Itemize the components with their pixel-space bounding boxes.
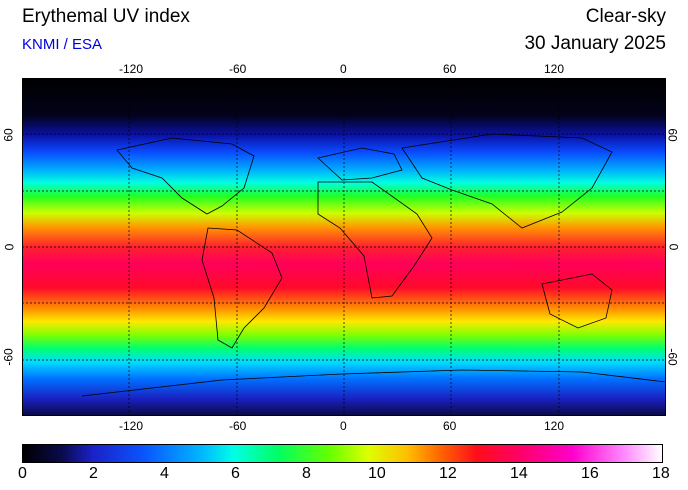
colorbar-label: 12 <box>439 465 457 482</box>
colorbar-label: 8 <box>302 465 311 482</box>
credit-label: KNMI / ESA <box>22 36 103 53</box>
colorbar-label: 16 <box>581 465 599 482</box>
lat-tick-right: -60 <box>665 348 680 366</box>
map-frame <box>22 78 666 416</box>
lon-tick-bottom: 60 <box>443 419 457 433</box>
colorbar-label: 18 <box>652 465 670 482</box>
lon-tick-top: -120 <box>119 62 144 76</box>
colorbar-label: 0 <box>18 465 27 482</box>
lon-tick-bottom: -60 <box>229 419 247 433</box>
uv-colorbar <box>22 444 663 463</box>
lat-tick-left: 60 <box>1 128 16 142</box>
uv-index-map <box>22 78 666 416</box>
graticule <box>22 78 666 416</box>
lat-tick-left: 0 <box>2 243 17 251</box>
colorbar-label: 14 <box>510 465 528 482</box>
colorbar-label: 2 <box>89 465 98 482</box>
colorbar-label: 4 <box>160 465 169 482</box>
lat-tick-left: -60 <box>1 348 16 366</box>
lat-tick-right: 0 <box>666 243 681 251</box>
lat-tick-right: 60 <box>665 128 680 142</box>
colorbar-label: 10 <box>368 465 386 482</box>
map-title: Erythemal UV index <box>22 6 190 27</box>
lon-tick-top: 60 <box>443 62 457 76</box>
lon-tick-top: 120 <box>544 62 565 76</box>
lon-tick-top: -60 <box>229 62 247 76</box>
lon-tick-bottom: 0 <box>340 419 347 433</box>
lon-tick-bottom: -120 <box>119 419 144 433</box>
lon-tick-bottom: 120 <box>544 419 565 433</box>
lon-tick-top: 0 <box>340 62 347 76</box>
sky-mode-label: Clear-sky <box>585 6 666 27</box>
date-label: 30 January 2025 <box>524 33 666 54</box>
colorbar-label: 6 <box>231 465 240 482</box>
coastlines <box>81 133 666 397</box>
